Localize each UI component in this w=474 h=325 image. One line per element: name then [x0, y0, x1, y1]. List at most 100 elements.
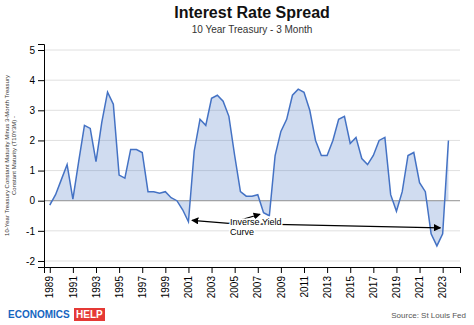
x-tick-mark: [327, 267, 328, 273]
subtitle: 10 Year Treasury - 3 Month: [192, 24, 313, 35]
x-tick: 2015: [345, 267, 356, 298]
x-tick-label: 1995: [114, 276, 125, 299]
x-tick-label: 2009: [276, 276, 287, 299]
chart: 1989 1991 1993 1995 1997 1999 2001 2003 2005 2007…: [0, 0, 474, 325]
y-tick-mark: [38, 140, 44, 141]
logo-box: [74, 308, 105, 321]
y-tick-mark: [38, 171, 44, 172]
x-tick: 1989: [44, 267, 55, 298]
y-tick: 5: [29, 45, 44, 56]
x-tick-label: 1997: [137, 276, 148, 299]
title: Interest Rate Spread: [174, 4, 330, 21]
x-tick: 2013: [322, 267, 333, 298]
x-tick: 2003: [206, 267, 217, 298]
x-tick-mark: [73, 267, 74, 273]
x-tick-mark: [443, 267, 444, 273]
y-tick-label: -1: [26, 226, 35, 237]
y-axis: -2 -1 0 1 2 3 4 5: [26, 45, 44, 268]
grid-line: [44, 80, 460, 81]
y-tick-label: 1: [29, 165, 35, 176]
y-tick: -2: [26, 256, 44, 267]
y-tick: -1: [26, 226, 44, 237]
x-tick-mark: [119, 267, 120, 273]
x-tick: 2021: [414, 267, 425, 298]
x-tick: 1993: [91, 267, 102, 298]
y-tick: 3: [29, 105, 44, 116]
annotation-text: Inverse YieldCurve: [230, 217, 282, 237]
x-tick-mark: [235, 267, 236, 273]
x-tick: 2019: [391, 267, 402, 298]
x-tick: 2007: [252, 267, 263, 298]
grid-line: [44, 200, 460, 201]
x-tick-mark: [281, 267, 282, 273]
x-tick-mark: [420, 267, 421, 273]
x-tick-label: 2011: [299, 276, 310, 298]
x-tick-label: 2013: [322, 276, 333, 299]
x-tick-mark: [50, 267, 51, 273]
x-tick-label: 1999: [160, 276, 171, 299]
x-tick-label: 2015: [345, 276, 356, 299]
x-tick-label: 2007: [252, 276, 263, 299]
x-tick: 1997: [137, 267, 148, 298]
x-tick: 2011: [299, 267, 310, 298]
x-tick-label: 1991: [68, 276, 79, 299]
x-tick-label: 2005: [229, 276, 240, 299]
y-tick: 1: [29, 165, 44, 176]
y-tick-label: 5: [29, 45, 35, 56]
x-tick-mark: [304, 267, 305, 273]
y-tick-label: 0: [29, 195, 35, 206]
x-axis: 1989 1991 1993 1995 1997 1999 2001 2003 2005 2007…: [44, 267, 460, 298]
y-tick-label: -2: [26, 256, 35, 267]
y-tick-mark: [38, 201, 44, 202]
y-tick-mark: [38, 261, 44, 262]
source: Source: St Louis Fed: [391, 311, 466, 320]
y-tick-label: 4: [29, 75, 35, 86]
x-tick: 2023: [437, 267, 448, 298]
x-tick-mark: [188, 267, 189, 273]
x-tick-mark: [373, 267, 374, 273]
x-tick-label: 1989: [44, 276, 55, 299]
plot-area: [44, 89, 460, 246]
grid: [44, 50, 460, 261]
logo-text: ECONOMICS: [8, 309, 70, 320]
x-tick-label: 2001: [183, 276, 194, 299]
x-tick: 2009: [276, 267, 287, 298]
y-axis-line: [38, 45, 45, 268]
y-tick: 2: [29, 135, 44, 146]
x-tick-mark: [165, 267, 166, 273]
y-tick-label: 2: [29, 135, 35, 146]
x-tick: 2005: [229, 267, 240, 298]
x-tick: 1999: [160, 267, 171, 298]
x-tick-mark: [96, 267, 97, 273]
annotations: Inverse YieldCurve: [192, 214, 440, 237]
x-tick-label: 2017: [368, 276, 379, 299]
area: [50, 89, 449, 246]
zero-line: [44, 200, 460, 201]
x-tick-label: 2023: [437, 276, 448, 299]
x-tick-mark: [258, 267, 259, 273]
annotation-arrow: [192, 220, 229, 223]
x-tick: 2017: [368, 267, 379, 298]
y-tick-mark: [38, 231, 44, 232]
grid-line: [44, 50, 460, 51]
x-tick-mark: [212, 267, 213, 273]
y-tick: 4: [29, 75, 44, 86]
y-tick-label: 3: [29, 105, 35, 116]
y-tick-mark: [38, 110, 44, 111]
y-tick-mark: [38, 80, 44, 81]
x-tick-label: 1993: [91, 276, 102, 299]
logo-text: HELP: [76, 309, 103, 320]
x-tick: 2001: [183, 267, 194, 298]
x-tick: 1991: [68, 267, 79, 298]
line: [50, 89, 449, 246]
x-tick-label: 2019: [391, 276, 402, 299]
y-axis-title: 10-Year Treasury Constant Maturity Minus…: [4, 75, 17, 236]
x-tick-label: 2003: [206, 276, 217, 299]
x-tick-label: 2021: [414, 276, 425, 299]
x-tick-mark: [142, 267, 143, 273]
x-axis-line: [45, 268, 461, 274]
y-tick-mark: [38, 50, 44, 51]
x-tick-mark: [396, 267, 397, 273]
x-tick: 1995: [114, 267, 125, 298]
x-tick-mark: [350, 267, 351, 273]
